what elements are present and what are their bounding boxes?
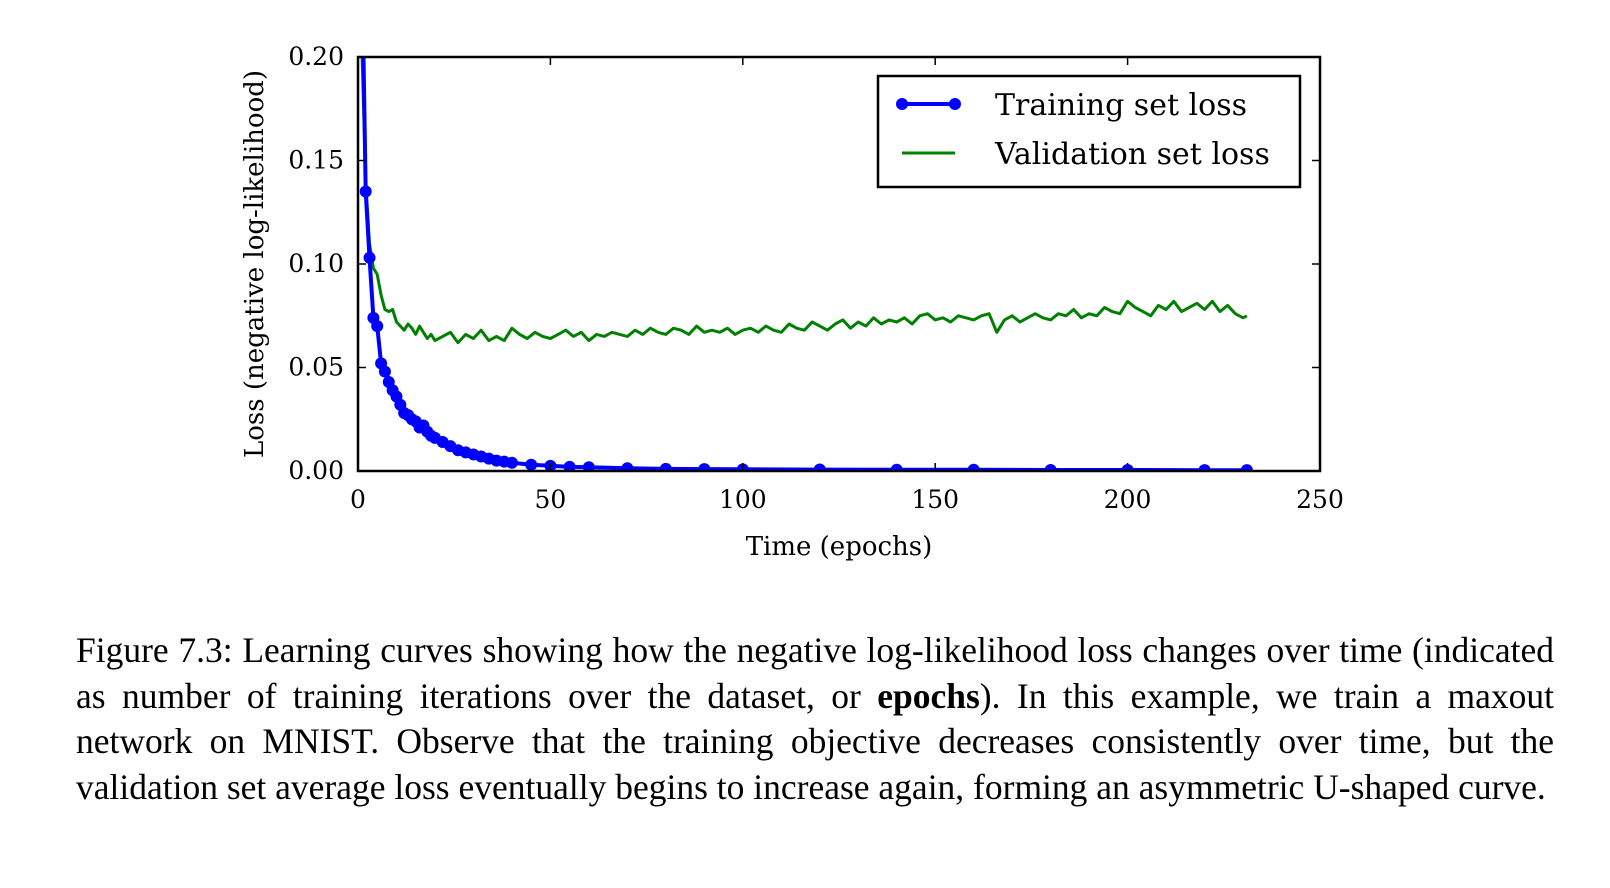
- y-tick-label: 0.05: [288, 353, 344, 382]
- legend-training-marker: [896, 98, 908, 110]
- training-loss-point: [563, 460, 576, 471]
- training-loss-point: [525, 458, 538, 471]
- legend-box: [876, 74, 1302, 189]
- training-loss-point: [813, 463, 826, 471]
- training-loss-point: [1198, 464, 1211, 471]
- training-loss-point: [378, 365, 391, 378]
- training-loss-point: [505, 456, 518, 469]
- x-tick-label: 100: [719, 485, 767, 514]
- caption-bold-term: epochs: [877, 675, 980, 716]
- caption-text-2: ). In this example, we train a maxout ne…: [76, 675, 1555, 807]
- training-loss-line: [361, 57, 1247, 471]
- legend-training-label: Training set loss: [995, 88, 1247, 123]
- figure-caption: Figure 7.3: Learning curves showing how …: [76, 628, 1554, 810]
- training-loss-point: [1240, 464, 1253, 471]
- y-tick-label: 0.20: [288, 42, 344, 71]
- training-loss-point: [1044, 463, 1057, 471]
- ticks-layer: 0 50 100 150 200 250 0.00 0.05 0.10 0.15 0.20: [288, 42, 1344, 514]
- training-loss-point: [582, 461, 595, 471]
- training-loss-point: [698, 463, 711, 471]
- caption-text-1: Figure 7.3: Learning curves showing how …: [76, 630, 1554, 716]
- legend-training-marker: [949, 98, 961, 110]
- y-tick-label: 0.00: [288, 456, 344, 485]
- x-tick-label: 50: [534, 485, 566, 514]
- training-loss-point: [359, 185, 372, 198]
- y-tick-label: 0.15: [288, 146, 344, 175]
- x-axis-label: Time (epochs): [746, 532, 933, 562]
- training-loss-point: [890, 463, 903, 471]
- training-loss-point: [371, 320, 384, 333]
- x-tick-label: 0: [350, 485, 366, 514]
- y-axis-label: Loss (negative log-likelihood): [240, 70, 270, 458]
- training-loss-point: [967, 463, 980, 471]
- x-tick-label: 200: [1104, 485, 1152, 514]
- y-tick-label: 0.10: [288, 249, 344, 278]
- training-loss-point: [659, 462, 672, 471]
- series-layer: [359, 57, 1253, 471]
- legend-validation-label: Validation set loss: [994, 137, 1270, 172]
- validation-loss-line: [360, 57, 1248, 345]
- x-tick-label: 150: [911, 485, 959, 514]
- training-loss-point: [621, 462, 634, 471]
- legend: Training set loss Validation set loss: [876, 74, 1302, 189]
- x-tick-label: 250: [1296, 485, 1344, 514]
- training-loss-point: [363, 251, 376, 264]
